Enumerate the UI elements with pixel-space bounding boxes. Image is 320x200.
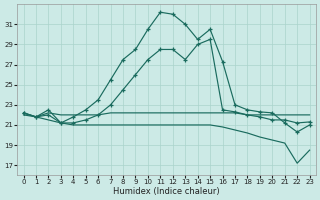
X-axis label: Humidex (Indice chaleur): Humidex (Indice chaleur) — [113, 187, 220, 196]
